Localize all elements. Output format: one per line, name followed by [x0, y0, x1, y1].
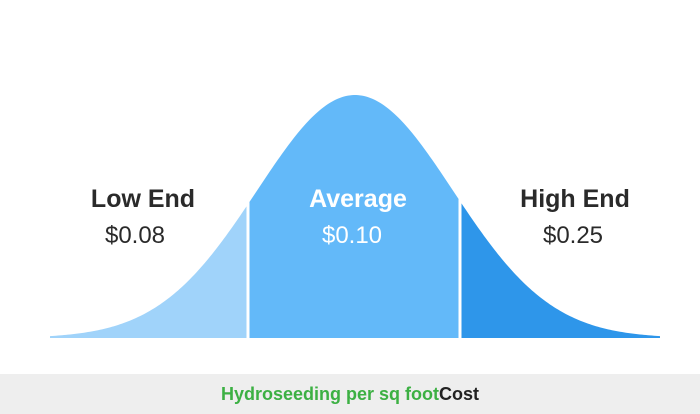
high-end-value: $0.25 [543, 222, 603, 249]
chart-caption: Hydroseeding per sq foot Cost [0, 374, 700, 414]
average-segment [248, 95, 460, 338]
average-value: $0.10 [322, 222, 382, 249]
high-end-label: High End [520, 185, 630, 213]
low-end-segment [50, 204, 248, 338]
caption-highlight: Hydroseeding per sq foot [220, 383, 440, 404]
average-label: Average [309, 185, 407, 213]
low-end-value: $0.08 [105, 222, 165, 249]
high-end-segment [460, 201, 660, 338]
low-end-label: Low End [91, 185, 195, 213]
bell-curve-chart: Low End $0.08 Average $0.10 High End $0.… [50, 95, 660, 338]
caption-suffix: Cost [439, 383, 480, 404]
